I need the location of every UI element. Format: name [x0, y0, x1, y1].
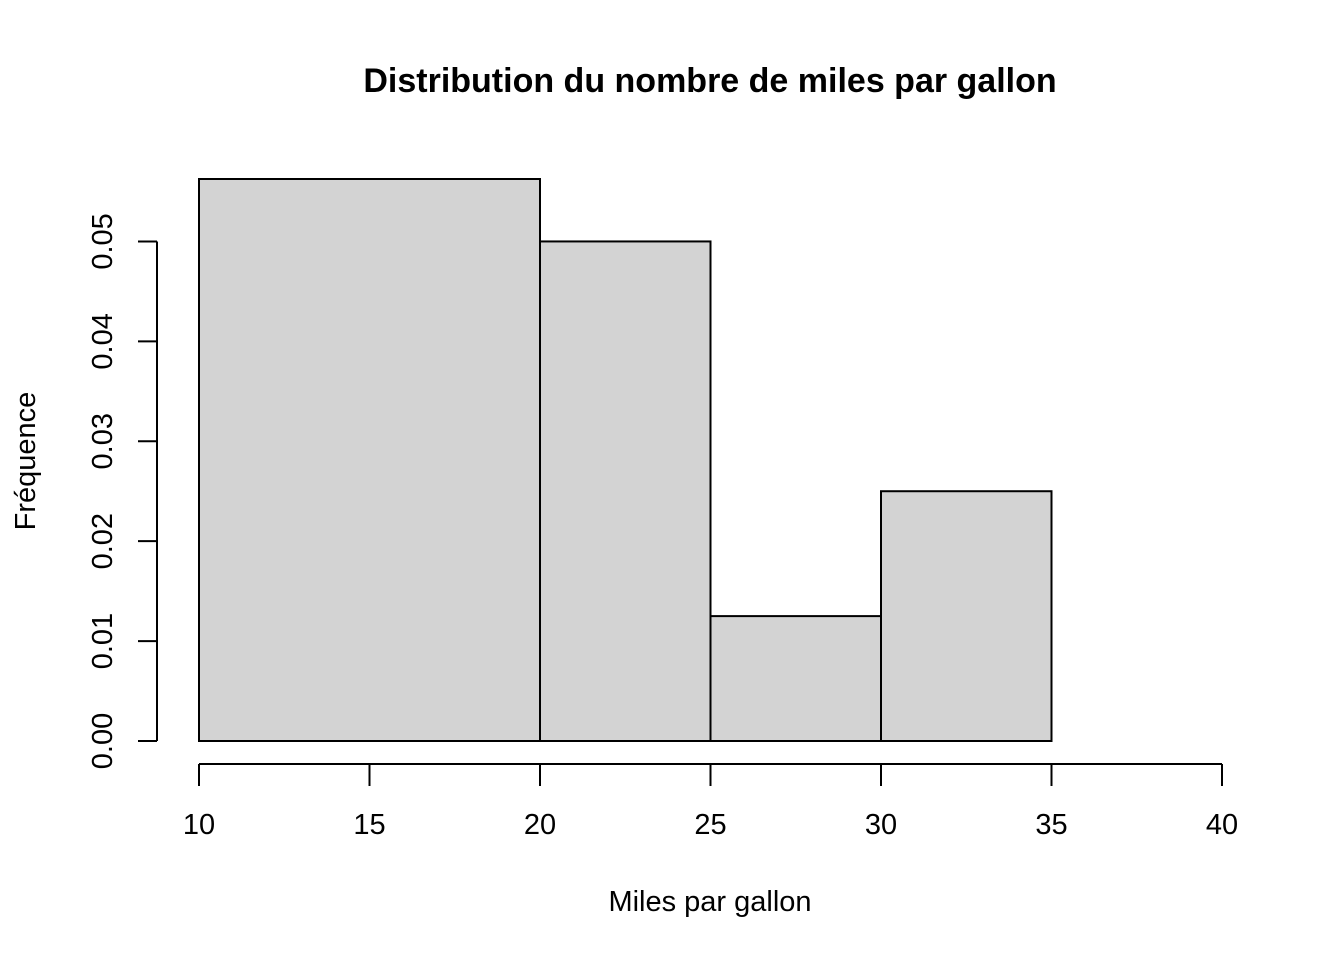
histogram-bar-2: [709, 615, 882, 742]
bars-group: [198, 178, 1053, 742]
histogram-bar-1: [539, 240, 712, 742]
x-tick-label-3: 25: [694, 809, 726, 841]
x-axis: 10 15 20 25 30 35 40: [183, 763, 1238, 841]
y-axis-label: Fréquence: [10, 392, 42, 531]
x-tick-label-2: 20: [524, 809, 556, 841]
histogram-bar-3: [880, 490, 1053, 742]
x-tick-label-4: 30: [865, 809, 897, 841]
x-tick-label-0: 10: [183, 809, 215, 841]
x-tick-label-1: 15: [353, 809, 385, 841]
y-tick-label-1: 0.01: [87, 613, 119, 669]
y-axis: 0.00 0.01 0.02 0.03 0.04 0.05: [87, 213, 158, 769]
x-tick-label-6: 40: [1206, 809, 1238, 841]
y-tick-label-4: 0.04: [87, 313, 119, 369]
y-tick-label-2: 0.02: [87, 513, 119, 569]
y-tick-label-0: 0.00: [87, 713, 119, 769]
chart-title: Distribution du nombre de miles par gall…: [363, 62, 1056, 100]
y-tick-label-5: 0.05: [87, 213, 119, 269]
y-tick-label-3: 0.03: [87, 413, 119, 469]
x-axis-label: Miles par gallon: [608, 886, 811, 918]
histogram-bar-0: [198, 178, 541, 742]
x-tick-label-5: 35: [1035, 809, 1067, 841]
